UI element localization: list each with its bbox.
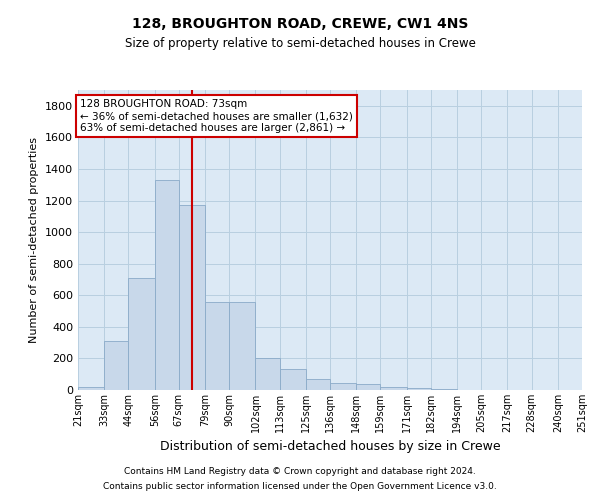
- Text: Contains HM Land Registry data © Crown copyright and database right 2024.: Contains HM Land Registry data © Crown c…: [124, 467, 476, 476]
- Bar: [179, 206, 205, 390]
- Bar: [306, 379, 330, 390]
- Y-axis label: Number of semi-detached properties: Number of semi-detached properties: [29, 137, 40, 343]
- Bar: [104, 341, 128, 390]
- Bar: [380, 387, 407, 390]
- Bar: [155, 180, 179, 390]
- Bar: [407, 388, 431, 390]
- X-axis label: Distribution of semi-detached houses by size in Crewe: Distribution of semi-detached houses by …: [160, 440, 500, 454]
- Bar: [128, 278, 155, 390]
- Bar: [256, 358, 280, 390]
- Text: 128, BROUGHTON ROAD, CREWE, CW1 4NS: 128, BROUGHTON ROAD, CREWE, CW1 4NS: [132, 18, 468, 32]
- Bar: [205, 302, 229, 390]
- Text: 128 BROUGHTON ROAD: 73sqm
← 36% of semi-detached houses are smaller (1,632)
63% : 128 BROUGHTON ROAD: 73sqm ← 36% of semi-…: [80, 100, 353, 132]
- Bar: [280, 370, 306, 390]
- Text: Contains public sector information licensed under the Open Government Licence v3: Contains public sector information licen…: [103, 482, 497, 491]
- Bar: [229, 302, 256, 390]
- Text: Size of property relative to semi-detached houses in Crewe: Size of property relative to semi-detach…: [125, 38, 475, 51]
- Bar: [356, 384, 380, 390]
- Bar: [431, 389, 457, 390]
- Bar: [330, 383, 356, 390]
- Bar: [78, 387, 104, 390]
